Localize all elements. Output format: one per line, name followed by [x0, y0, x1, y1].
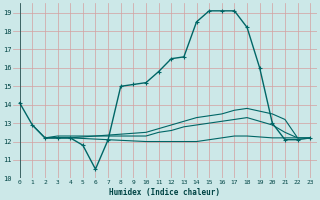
- X-axis label: Humidex (Indice chaleur): Humidex (Indice chaleur): [109, 188, 220, 197]
